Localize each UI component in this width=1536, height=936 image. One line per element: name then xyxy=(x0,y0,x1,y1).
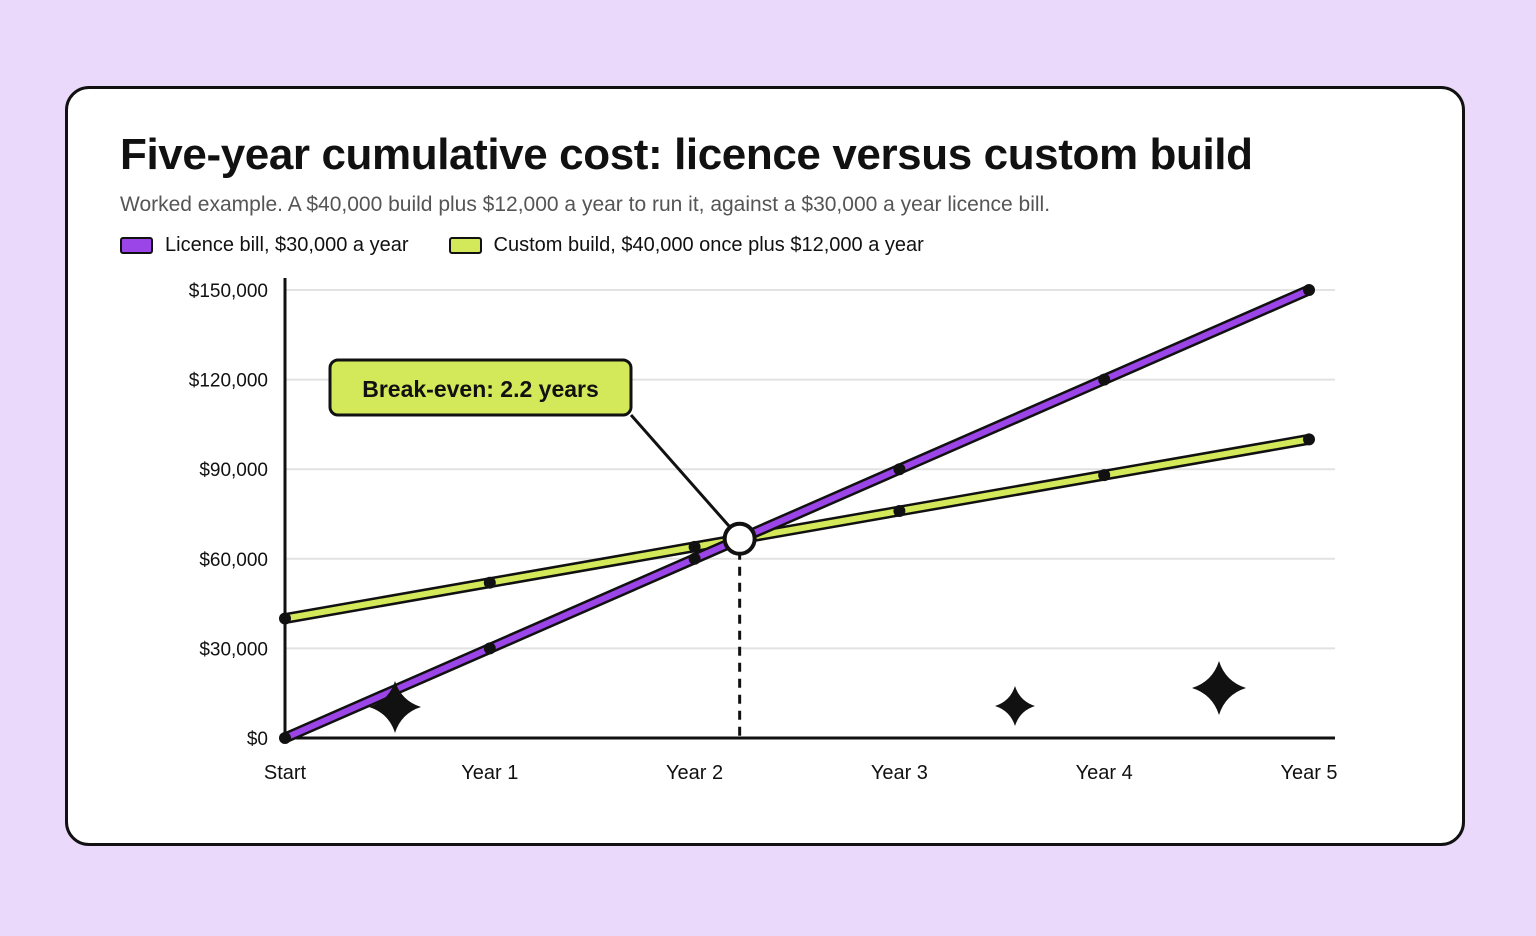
data-point-series-1 xyxy=(483,576,496,589)
data-point-series-0 xyxy=(893,463,906,476)
x-tick-label: Year 4 xyxy=(1076,762,1133,784)
x-tick-label: Year 3 xyxy=(871,762,928,784)
star-icon xyxy=(1192,661,1246,715)
y-tick-label: $30,000 xyxy=(199,639,268,660)
data-point-series-1 xyxy=(1303,433,1315,446)
chart-subtitle: Worked example. A $40,000 build plus $12… xyxy=(120,193,1051,216)
legend-label-licence: Licence bill, $30,000 a year xyxy=(165,234,409,256)
y-tick-label: $150,000 xyxy=(189,281,268,302)
y-tick-label: $120,000 xyxy=(189,371,268,392)
legend-label-custom: Custom build, $40,000 once plus $12,000 … xyxy=(493,234,924,256)
data-point-series-0 xyxy=(483,642,496,655)
series-line-1 xyxy=(282,436,1312,622)
callout-leader xyxy=(629,414,731,528)
legend-swatch-licence xyxy=(120,237,153,254)
star-icon xyxy=(369,681,421,733)
x-tick-label: Year 1 xyxy=(461,762,518,784)
data-point-series-0 xyxy=(688,552,701,565)
x-tick-label: Year 5 xyxy=(1280,762,1337,784)
star-icon xyxy=(995,686,1035,726)
chart-card: Five-year cumulative cost: licence versu… xyxy=(65,86,1465,846)
y-tick-label: $0 xyxy=(247,729,268,750)
data-point-series-0 xyxy=(1303,284,1315,296)
break-even-marker xyxy=(722,521,757,556)
callout-box xyxy=(328,358,633,417)
legend-swatch-custom xyxy=(448,237,482,254)
data-point-series-0 xyxy=(279,732,291,744)
x-tick-label: Year 2 xyxy=(666,762,723,784)
callout-label: Break-even: 2.2 years xyxy=(362,376,599,402)
legend-item-custom: Custom build, $40,000 once plus $12,000 … xyxy=(448,234,924,257)
data-point-series-0 xyxy=(1098,373,1111,386)
series-line-0 xyxy=(282,287,1312,741)
data-point-series-1 xyxy=(279,612,291,625)
data-point-series-1 xyxy=(688,540,701,553)
x-tick-label: Start xyxy=(264,762,307,784)
y-tick-label: $60,000 xyxy=(199,550,268,571)
data-point-series-1 xyxy=(893,505,906,518)
legend-item-licence: Licence bill, $30,000 a year xyxy=(120,234,409,257)
chart-legend: Licence bill, $30,000 a year Custom buil… xyxy=(120,234,924,257)
y-tick-label: $90,000 xyxy=(199,460,268,481)
data-point-series-1 xyxy=(1098,469,1111,482)
chart-title: Five-year cumulative cost: licence versu… xyxy=(120,130,1253,179)
